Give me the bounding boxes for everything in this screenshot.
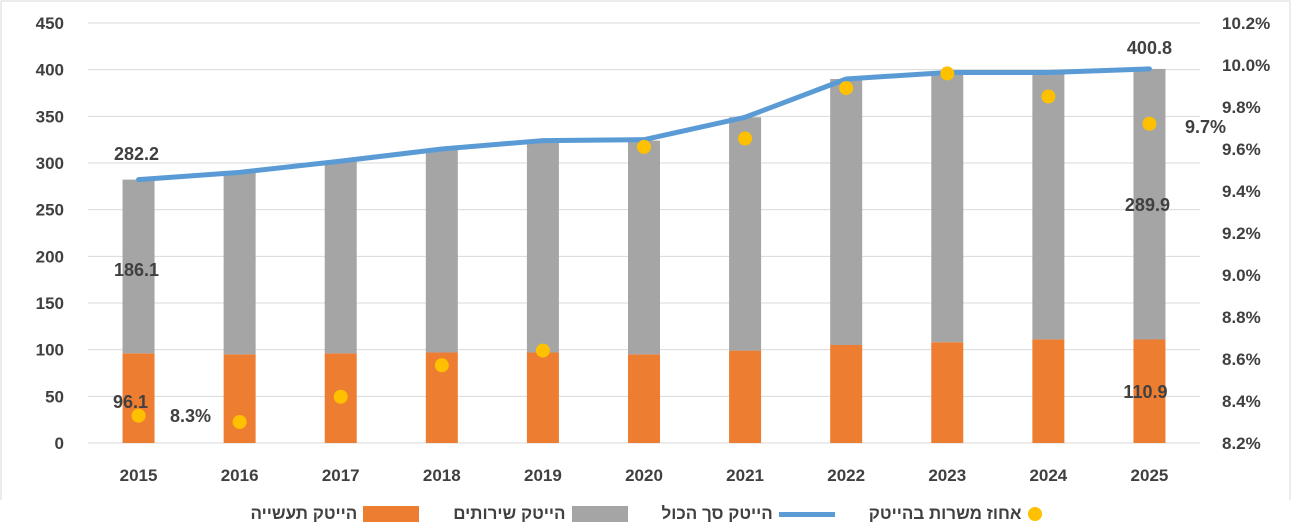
legend: אחוז משרות בהייטק הייטק סך הכול הייטק שי… — [0, 500, 1292, 528]
x-tick-label: 2023 — [928, 466, 966, 485]
bar-industry — [830, 345, 863, 443]
bar-services — [628, 140, 660, 355]
y-left-tick-label: 100 — [36, 341, 64, 360]
x-tick-label: 2021 — [726, 466, 764, 485]
bar-industry — [1032, 339, 1065, 443]
bar-industry — [1133, 339, 1166, 443]
legend-item-percent: אחוז משרות בהייטק — [869, 504, 1042, 524]
point-percent — [232, 415, 247, 429]
point-percent — [940, 66, 955, 81]
bar-services — [830, 79, 863, 345]
legend-label-services: הייטק שירותים — [453, 504, 566, 523]
x-tick-label: 2015 — [120, 466, 158, 485]
point-percent — [738, 131, 753, 146]
data-label: 400.8 — [1127, 38, 1172, 58]
legend-label-industry: הייטק תעשייה — [250, 504, 358, 523]
x-tick-label: 2019 — [524, 466, 562, 485]
bar-services — [526, 140, 559, 353]
legend-swatch-services — [571, 506, 628, 522]
y-left-tick-label: 150 — [36, 294, 64, 313]
point-percent — [1041, 89, 1056, 104]
y-left-tick-label: 50 — [45, 387, 64, 406]
x-tick-label: 2017 — [322, 466, 360, 485]
legend-swatch-industry — [363, 506, 420, 522]
legend-label-total: הייטק סך הכול — [661, 504, 773, 523]
bar-industry — [223, 354, 256, 443]
y-right-tick-label: 9.6% — [1222, 140, 1261, 159]
point-percent — [1142, 116, 1157, 131]
legend-item-total: הייטק סך הכול — [662, 504, 835, 524]
data-label: 289.9 — [1125, 195, 1170, 215]
y-left-tick-label: 200 — [36, 247, 64, 266]
x-tick-label: 2022 — [827, 466, 865, 485]
point-percent — [333, 389, 348, 404]
x-tick-label: 2020 — [625, 466, 663, 485]
data-label: 186.1 — [114, 260, 159, 280]
point-percent — [535, 343, 550, 358]
bar-services — [1032, 72, 1065, 340]
y-right-tick-label: 9.2% — [1222, 224, 1261, 243]
bar-industry — [729, 350, 762, 443]
bar-services — [122, 179, 155, 354]
bar-industry — [122, 353, 155, 443]
y-left-tick-label: 400 — [36, 61, 64, 80]
y-left-tick-label: 450 — [36, 14, 64, 33]
point-percent — [839, 81, 854, 96]
bar-industry — [628, 354, 660, 443]
y-right-tick-label: 10.2% — [1222, 14, 1270, 33]
data-label: 110.9 — [1123, 382, 1167, 402]
x-tick-label: 2016 — [221, 466, 259, 485]
bar-services — [425, 149, 458, 353]
point-percent — [131, 408, 146, 423]
data-label: 96.1 — [113, 392, 148, 412]
series-line-total — [136, 66, 1152, 183]
y-right-tick-label: 8.2% — [1222, 434, 1261, 453]
y-right-tick-label: 8.8% — [1222, 308, 1261, 327]
point-percent — [434, 358, 449, 373]
y-right-tick-label: 9.4% — [1222, 182, 1261, 201]
data-label: 8.3% — [170, 406, 211, 426]
y-left-tick-label: 300 — [36, 154, 64, 173]
bar-services — [1133, 68, 1166, 340]
data-label: 282.2 — [114, 144, 159, 164]
legend-item-services: הייטק שירותים — [453, 504, 628, 524]
bar-industry — [526, 352, 559, 443]
bar-industry — [931, 342, 964, 443]
y-right-tick-label: 9.8% — [1222, 98, 1261, 117]
bar-services — [931, 72, 964, 343]
x-tick-label: 2018 — [423, 466, 461, 485]
point-percent — [637, 139, 651, 154]
y-right-tick-label: 8.4% — [1222, 392, 1261, 411]
x-tick-label: 2025 — [1131, 466, 1169, 485]
y-left-tick-label: 350 — [36, 107, 64, 126]
y-right-tick-label: 10.0% — [1222, 56, 1270, 75]
legend-item-industry: הייטק תעשייה — [251, 504, 420, 524]
bar-services — [223, 172, 256, 355]
x-tick-label: 2024 — [1029, 466, 1067, 485]
data-label: 9.7% — [1185, 117, 1226, 137]
legend-label-percent: אחוז משרות בהייטק — [868, 504, 1022, 523]
legend-swatch-total — [778, 511, 835, 517]
bar-services — [729, 117, 762, 351]
y-right-tick-label: 8.6% — [1222, 350, 1261, 369]
y-left-tick-label: 0 — [55, 434, 64, 453]
legend-swatch-percent — [1027, 507, 1042, 521]
y-right-tick-label: 9.0% — [1222, 266, 1261, 285]
bar-services — [324, 161, 357, 354]
y-left-tick-label: 250 — [36, 201, 64, 220]
